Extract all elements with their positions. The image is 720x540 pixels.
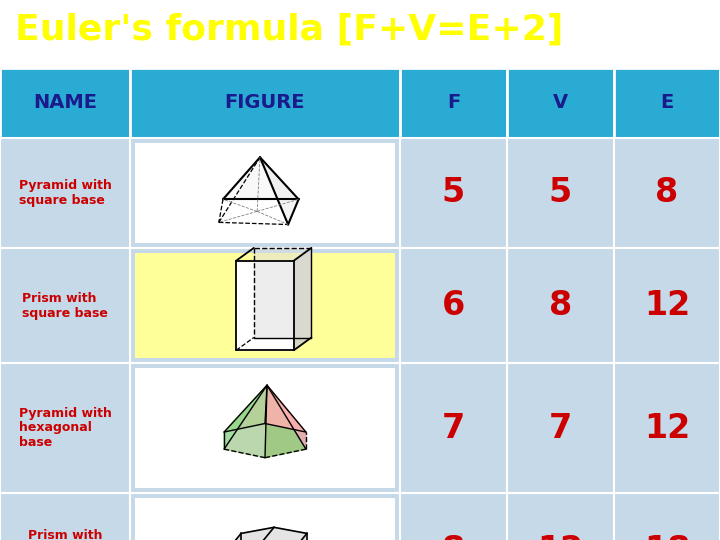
Bar	[614, 363, 720, 493]
Text: 12: 12	[644, 289, 690, 322]
Text: 5: 5	[442, 177, 465, 210]
Bar	[135, 143, 395, 243]
Bar	[130, 68, 400, 138]
Bar	[400, 363, 507, 493]
Bar	[614, 138, 720, 248]
Text: Prism with
square base: Prism with square base	[22, 292, 108, 320]
Bar	[0, 68, 130, 138]
Bar	[507, 363, 614, 493]
Text: 6: 6	[442, 289, 465, 322]
Bar	[614, 68, 720, 138]
Polygon shape	[223, 528, 274, 540]
Text: 8: 8	[655, 177, 679, 210]
Bar	[0, 493, 130, 540]
Bar	[400, 68, 507, 138]
Bar	[135, 253, 395, 358]
Polygon shape	[289, 534, 307, 540]
Polygon shape	[241, 528, 307, 540]
Polygon shape	[253, 248, 312, 338]
Bar	[135, 368, 395, 488]
Text: Prism with
Hexagonal
base: Prism with Hexagonal base	[28, 529, 102, 540]
Bar	[135, 498, 395, 540]
Polygon shape	[236, 261, 294, 350]
Bar	[507, 68, 614, 138]
Bar	[130, 248, 400, 363]
Text: 12: 12	[644, 411, 690, 444]
Polygon shape	[223, 157, 299, 199]
Text: Euler's formula [F+V=E+2]: Euler's formula [F+V=E+2]	[15, 13, 563, 47]
Text: V: V	[553, 93, 568, 112]
Bar	[0, 248, 130, 363]
Text: Pyramid with
square base: Pyramid with square base	[19, 179, 112, 207]
Polygon shape	[256, 528, 307, 540]
Text: 7: 7	[549, 411, 572, 444]
Bar	[0, 363, 130, 493]
Polygon shape	[224, 385, 267, 458]
Polygon shape	[224, 385, 267, 432]
Bar	[400, 138, 507, 248]
Text: NAME: NAME	[33, 93, 97, 112]
Text: Pyramid with
hexagonal
base: Pyramid with hexagonal base	[19, 407, 112, 449]
Polygon shape	[294, 248, 312, 350]
Text: 8: 8	[549, 289, 572, 322]
Polygon shape	[265, 385, 306, 458]
Bar	[0, 138, 130, 248]
Text: 7: 7	[442, 411, 465, 444]
Polygon shape	[265, 385, 306, 432]
Text: 18: 18	[644, 534, 690, 540]
Bar	[614, 493, 720, 540]
Text: 12: 12	[537, 534, 584, 540]
Bar	[130, 138, 400, 248]
Bar	[507, 248, 614, 363]
Bar	[507, 493, 614, 540]
Polygon shape	[260, 157, 299, 225]
Text: E: E	[660, 93, 674, 112]
Polygon shape	[267, 385, 306, 449]
Bar	[130, 363, 400, 493]
Bar	[400, 248, 507, 363]
Text: F: F	[447, 93, 460, 112]
Bar	[400, 493, 507, 540]
Polygon shape	[223, 534, 241, 540]
Bar	[614, 248, 720, 363]
Text: 5: 5	[549, 177, 572, 210]
Text: 8: 8	[442, 534, 465, 540]
Polygon shape	[224, 385, 267, 449]
Bar	[130, 493, 400, 540]
Text: FIGURE: FIGURE	[225, 93, 305, 112]
Bar	[507, 138, 614, 248]
